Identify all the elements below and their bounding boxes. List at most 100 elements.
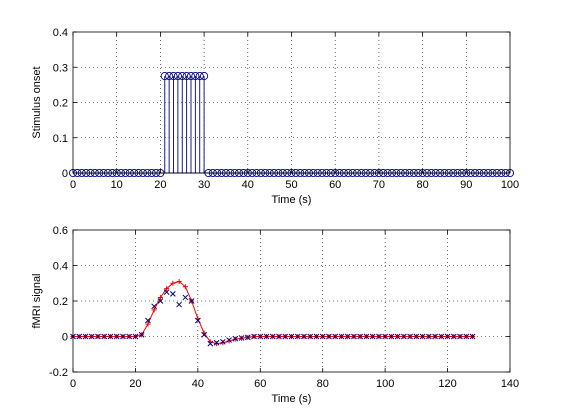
series-x-marker [219, 338, 226, 345]
series-x-marker [351, 333, 357, 340]
series-x-marker [276, 333, 282, 340]
series-plus-marker [220, 340, 226, 346]
series-x-marker [126, 333, 133, 340]
y-tick-label: 0.4 [53, 27, 68, 39]
x-tick-label: 70 [373, 179, 385, 191]
series-x-marker [213, 339, 220, 346]
stem-marker [200, 72, 209, 81]
y-tick-label: 0 [62, 332, 68, 344]
series-x-marker [151, 303, 158, 310]
y-axis-label: Stimulus onset [31, 66, 43, 138]
series-x-marker [438, 333, 445, 340]
series-x-marker [313, 333, 320, 340]
series-plus-marker [145, 321, 151, 327]
x-axis-label: Time (s) [272, 194, 312, 206]
x-tick-label: 0 [70, 179, 76, 191]
axes-box [72, 31, 511, 174]
series-x-marker [357, 333, 364, 340]
series-x-marker [157, 298, 164, 304]
x-tick-label: 30 [198, 179, 210, 191]
series-x-marker [132, 333, 139, 340]
stem-marker [173, 72, 182, 81]
x-tick-label: 20 [129, 378, 141, 390]
y-tick-label: 0 [62, 168, 68, 180]
series-x-marker [407, 333, 413, 340]
stem-marker [195, 72, 204, 81]
series-x-marker [394, 333, 401, 340]
series-x-marker [107, 333, 114, 340]
series-plus-marker [170, 280, 176, 286]
series-x-marker [120, 333, 126, 340]
x-tick-label: 50 [285, 179, 297, 191]
series-x-marker [238, 335, 245, 341]
series-plus-marker [182, 284, 188, 290]
series-x-marker [338, 333, 345, 340]
series-x-marker [413, 333, 420, 340]
series-x-marker [425, 333, 432, 340]
x-tick-label: 40 [192, 378, 204, 390]
series-x-marker [232, 335, 239, 342]
y-tick-label: 0.3 [53, 62, 68, 74]
series-plus-marker [214, 341, 220, 347]
stimulus-onset-axes: 0 10 20 30 40 50 60 70 80 90 100 0 0.1 0.2 0.3 0.4 Time … [31, 27, 519, 206]
series-x-marker [444, 333, 451, 340]
series-x-marker [419, 333, 426, 340]
x-tick-label: 80 [317, 378, 329, 390]
series-x-marker [332, 333, 339, 340]
series-x-marker [88, 333, 95, 340]
x-tick-label: 0 [70, 378, 76, 390]
x-tick-label: 140 [501, 378, 519, 390]
series-x-marker [244, 334, 251, 341]
series-x-marker [188, 298, 195, 304]
series-x-marker [207, 340, 214, 347]
y-tick-label: 0.2 [53, 98, 68, 110]
series-x-marker [145, 317, 151, 324]
series-x-marker [251, 333, 257, 340]
stem-marker [165, 72, 174, 81]
series-x-marker [382, 333, 388, 340]
series-x-marker [201, 331, 207, 338]
series-x-marker [388, 333, 395, 340]
stem-marker [169, 72, 178, 81]
series-x-marker [319, 333, 326, 340]
series-x-marker [263, 333, 270, 340]
series-x-marker [457, 333, 463, 340]
series-x-marker [101, 333, 108, 340]
series-x-marker [288, 333, 295, 340]
x-tick-label: 80 [416, 179, 428, 191]
y-tick-label: 0.4 [53, 261, 68, 273]
series-x-marker [450, 333, 457, 340]
series-x-marker [344, 333, 351, 340]
series-x-marker [282, 333, 289, 340]
series-x-marker [113, 333, 120, 340]
series-x-marker [326, 333, 332, 340]
x-tick-label: 90 [460, 179, 472, 191]
y-tick-label: 0.2 [53, 296, 68, 308]
series-x-marker [269, 333, 276, 340]
x-tick-label: 60 [329, 179, 341, 191]
series-plus-marker [226, 338, 232, 344]
series-x-marker [294, 333, 301, 340]
y-axis-label: fMRI signal [31, 273, 43, 328]
series-x-marker [401, 333, 407, 340]
series-x-marker [432, 333, 438, 340]
stem-marker [182, 72, 191, 81]
series-x-marker [76, 333, 83, 340]
series-plus-marker [176, 278, 182, 284]
x-tick-label: 40 [242, 179, 254, 191]
series-x-marker [469, 333, 476, 340]
series-x-marker [195, 317, 201, 324]
series-x-marker [257, 333, 264, 340]
series-x-marker [307, 333, 314, 340]
series-x-marker [176, 301, 182, 308]
x-tick-label: 60 [254, 378, 266, 390]
series-plus-marker [164, 286, 170, 292]
y-tick-label: 0.6 [53, 225, 68, 237]
series-x-marker [182, 294, 189, 301]
series-x-marker [138, 331, 145, 338]
x-tick-label: 120 [438, 378, 456, 390]
series-x-marker [376, 333, 382, 340]
stem-marker [191, 72, 200, 81]
